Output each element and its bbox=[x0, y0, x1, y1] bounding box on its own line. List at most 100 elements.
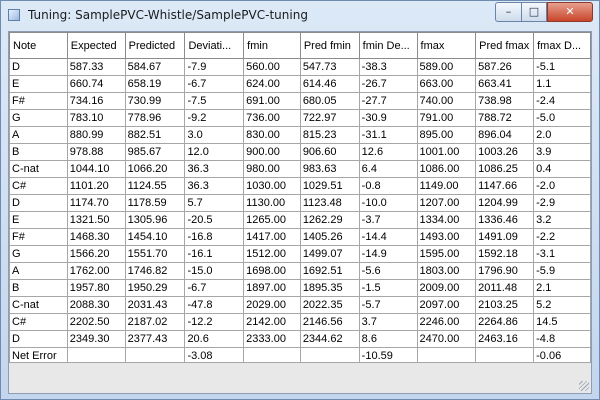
table-row[interactable]: G 783.10 778.96 -9.2 736.00 722.97 -30.9 791.00… bbox=[9, 109, 591, 127]
table-cell[interactable]: -1.5 bbox=[358, 279, 418, 297]
table-cell[interactable]: 1512.00 bbox=[243, 245, 301, 263]
table-cell[interactable]: C-nat bbox=[9, 160, 68, 178]
table-cell[interactable]: D bbox=[9, 330, 68, 348]
table-cell[interactable]: 830.00 bbox=[243, 126, 301, 144]
table-cell[interactable]: -12.2 bbox=[184, 313, 245, 331]
table-cell[interactable]: E bbox=[9, 211, 68, 229]
table-cell[interactable]: -10.0 bbox=[358, 194, 418, 212]
table-row[interactable]: A 880.99 882.51 3.0 830.00 815.23 -31.1 895.00 8… bbox=[9, 126, 591, 144]
table-cell[interactable]: 1334.00 bbox=[416, 211, 477, 229]
table-row[interactable]: F# 734.16 730.99 -7.5 691.00 680.05 -27.7 740.0… bbox=[9, 92, 591, 110]
table-cell[interactable]: 778.96 bbox=[124, 109, 186, 127]
table-cell[interactable]: 680.05 bbox=[299, 92, 360, 110]
table-cell[interactable]: -9.2 bbox=[184, 109, 245, 127]
table-cell[interactable]: 1086.00 bbox=[416, 160, 477, 178]
table-cell[interactable]: 880.99 bbox=[66, 126, 126, 144]
table-cell[interactable]: 1001.00 bbox=[416, 143, 477, 161]
table-cell[interactable]: 1123.48 bbox=[299, 194, 360, 212]
table-cell[interactable]: 5.7 bbox=[184, 194, 245, 212]
table-cell[interactable]: 1336.46 bbox=[475, 211, 535, 229]
table-cell[interactable]: F# bbox=[9, 228, 68, 246]
table-cell[interactable]: 1405.26 bbox=[299, 228, 360, 246]
table-cell[interactable]: -14.4 bbox=[358, 228, 418, 246]
table-cell[interactable]: -2.2 bbox=[533, 228, 591, 246]
table-row[interactable]: C# 1101.20 1124.55 36.3 1030.00 1029.51 -0.8 11… bbox=[9, 177, 591, 195]
table-cell[interactable]: 1174.70 bbox=[66, 194, 126, 212]
table-cell[interactable]: 896.04 bbox=[475, 126, 535, 144]
table-cell[interactable]: 3.0 bbox=[184, 126, 245, 144]
table-cell[interactable]: 1207.00 bbox=[416, 194, 477, 212]
table-cell[interactable]: 1262.29 bbox=[299, 211, 360, 229]
table-cell[interactable]: A bbox=[9, 262, 68, 280]
table-cell[interactable]: 1698.00 bbox=[243, 262, 301, 280]
table-cell[interactable]: 1895.35 bbox=[299, 279, 360, 297]
table-row[interactable]: C-nat 1044.10 1066.20 36.3 980.00 983.63 6.4 10… bbox=[9, 160, 591, 178]
table-cell[interactable]: G bbox=[9, 109, 68, 127]
table-cell[interactable]: 1746.82 bbox=[124, 262, 186, 280]
table-cell[interactable]: 1897.00 bbox=[243, 279, 301, 297]
table-cell[interactable]: -5.0 bbox=[533, 109, 591, 127]
table-row[interactable]: C-nat 2088.30 2031.43 -47.8 2029.00 2022.35 -5… bbox=[9, 296, 591, 314]
table-cell[interactable]: 1149.00 bbox=[416, 177, 477, 195]
table-cell[interactable]: 730.99 bbox=[124, 92, 186, 110]
table-cell[interactable]: 791.00 bbox=[416, 109, 477, 127]
table-cell[interactable]: 1086.25 bbox=[475, 160, 535, 178]
table-cell[interactable]: -6.7 bbox=[184, 279, 245, 297]
table-row[interactable]: F# 1468.30 1454.10 -16.8 1417.00 1405.26 -14.4… bbox=[9, 228, 591, 246]
table-cell[interactable]: 691.00 bbox=[243, 92, 301, 110]
table-cell[interactable]: 900.00 bbox=[243, 143, 301, 161]
table-cell[interactable]: -15.0 bbox=[184, 262, 245, 280]
column-header[interactable]: fmax bbox=[416, 32, 477, 59]
column-header[interactable]: fmax D... bbox=[533, 32, 591, 59]
table-cell[interactable]: B bbox=[9, 279, 68, 297]
table-cell[interactable]: 736.00 bbox=[243, 109, 301, 127]
table-row[interactable]: E 660.74 658.19 -6.7 624.00 614.46 -26.7 663.00… bbox=[9, 75, 591, 93]
table-cell[interactable]: 1454.10 bbox=[124, 228, 186, 246]
table-cell[interactable]: C# bbox=[9, 313, 68, 331]
table-cell[interactable]: 2103.25 bbox=[475, 296, 535, 314]
table-cell[interactable]: 1030.00 bbox=[243, 177, 301, 195]
table-cell[interactable]: 1762.00 bbox=[66, 262, 126, 280]
table-cell[interactable]: -5.6 bbox=[358, 262, 418, 280]
table-cell[interactable]: 2463.16 bbox=[475, 330, 535, 348]
column-header[interactable]: Deviati... bbox=[184, 32, 245, 59]
table-cell[interactable]: 1204.99 bbox=[475, 194, 535, 212]
table-cell[interactable]: 985.67 bbox=[124, 143, 186, 161]
table-cell[interactable]: 587.33 bbox=[66, 58, 126, 76]
table-row[interactable]: C# 2202.50 2187.02 -12.2 2142.00 2146.56 3.7 22… bbox=[9, 313, 591, 331]
table-cell[interactable]: 1551.70 bbox=[124, 245, 186, 263]
table-cell[interactable]: -5.1 bbox=[533, 58, 591, 76]
table-cell[interactable]: 12.6 bbox=[358, 143, 418, 161]
table-cell[interactable]: -20.5 bbox=[184, 211, 245, 229]
table-row[interactable]: E 1321.50 1305.96 -20.5 1265.00 1262.29 -3.7 13… bbox=[9, 211, 591, 229]
table-cell[interactable]: 6.4 bbox=[358, 160, 418, 178]
table-cell[interactable]: -38.3 bbox=[358, 58, 418, 76]
table-cell[interactable]: 1178.59 bbox=[124, 194, 186, 212]
table-cell[interactable]: 20.6 bbox=[184, 330, 245, 348]
table-cell[interactable]: 663.41 bbox=[475, 75, 535, 93]
table-cell[interactable]: 589.00 bbox=[416, 58, 477, 76]
table-cell[interactable]: 14.5 bbox=[533, 313, 591, 331]
table-cell[interactable]: -47.8 bbox=[184, 296, 245, 314]
table-cell[interactable]: 1305.96 bbox=[124, 211, 186, 229]
table-cell[interactable]: 1.1 bbox=[533, 75, 591, 93]
table-cell[interactable]: 1950.29 bbox=[124, 279, 186, 297]
table-cell[interactable]: 5.2 bbox=[533, 296, 591, 314]
table-cell[interactable]: -0.8 bbox=[358, 177, 418, 195]
table-cell[interactable]: 1029.51 bbox=[299, 177, 360, 195]
table-cell[interactable]: 660.74 bbox=[66, 75, 126, 93]
table-cell[interactable]: -6.7 bbox=[184, 75, 245, 93]
table-cell[interactable]: 1493.00 bbox=[416, 228, 477, 246]
table-cell[interactable]: -2.4 bbox=[533, 92, 591, 110]
table-row[interactable]: D 1174.70 1178.59 5.7 1130.00 1123.48 -10.0 120… bbox=[9, 194, 591, 212]
table-cell[interactable]: 978.88 bbox=[66, 143, 126, 161]
table-cell[interactable]: 1147.66 bbox=[475, 177, 535, 195]
table-cell[interactable]: 882.51 bbox=[124, 126, 186, 144]
table-cell[interactable]: -7.9 bbox=[184, 58, 245, 76]
table-cell[interactable]: 614.46 bbox=[299, 75, 360, 93]
table-cell[interactable]: G bbox=[9, 245, 68, 263]
table-cell[interactable]: 1692.51 bbox=[299, 262, 360, 280]
table-cell[interactable]: 740.00 bbox=[416, 92, 477, 110]
table-cell[interactable]: 783.10 bbox=[66, 109, 126, 127]
table-cell[interactable]: 2029.00 bbox=[243, 296, 301, 314]
